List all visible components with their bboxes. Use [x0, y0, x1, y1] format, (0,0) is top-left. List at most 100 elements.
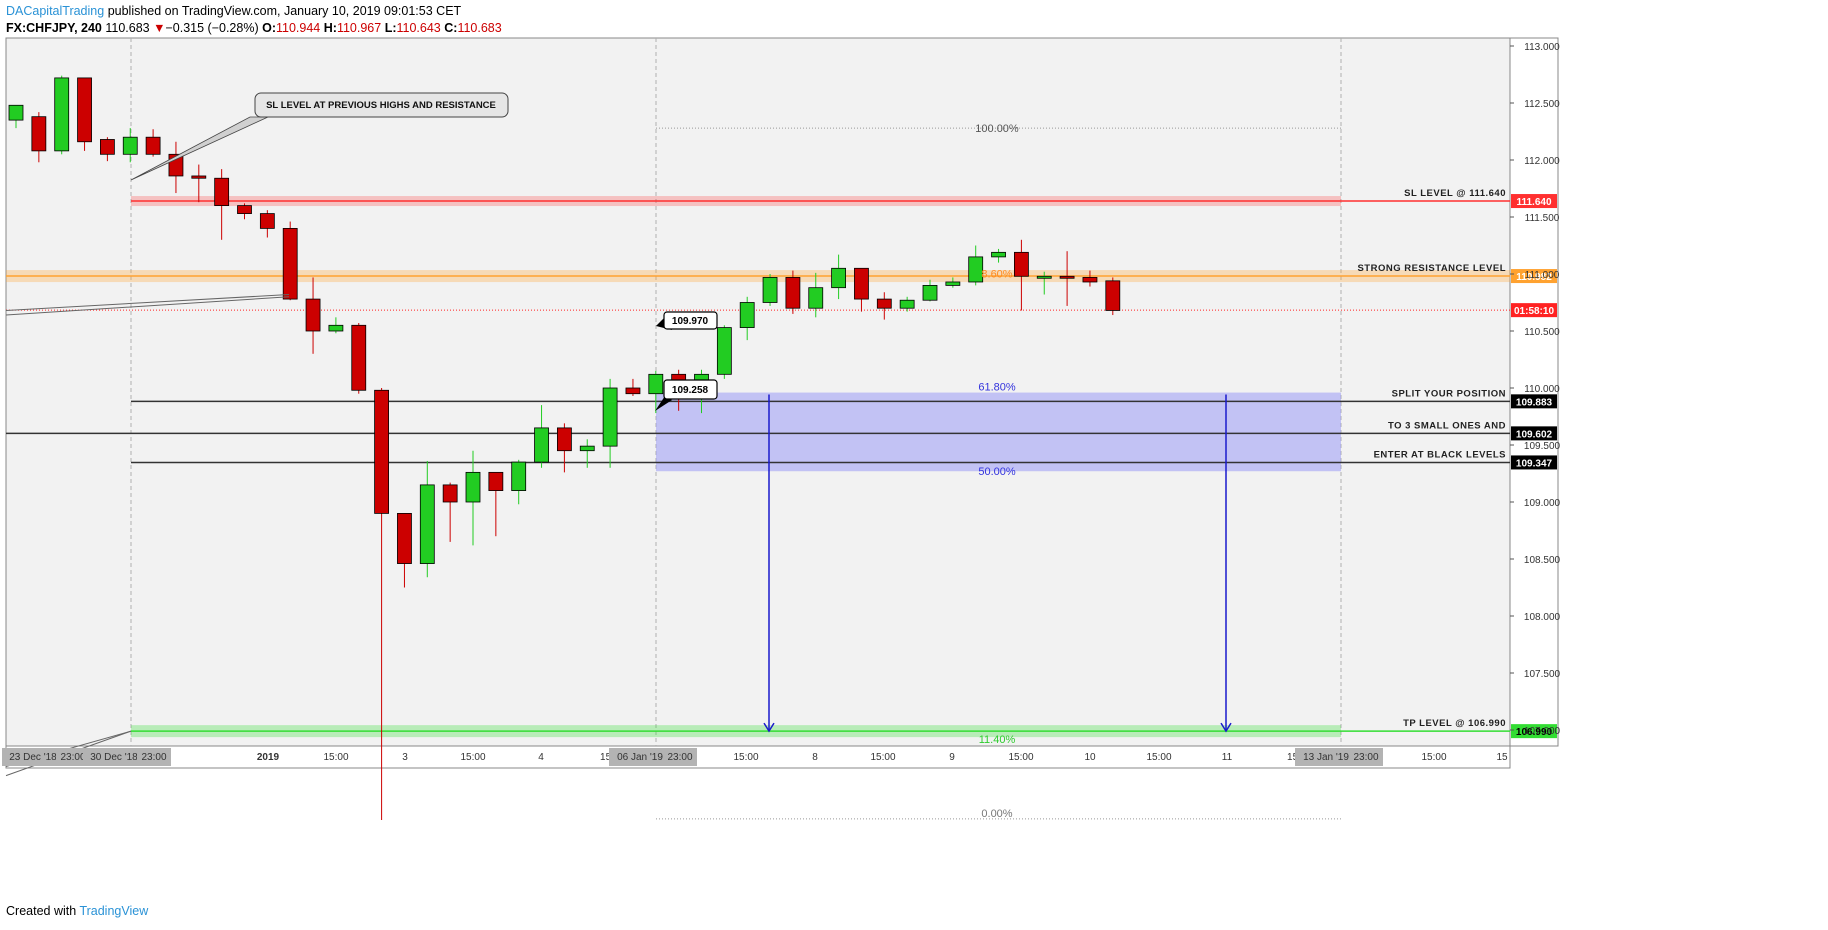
candle[interactable] — [282, 221, 298, 301]
candle[interactable] — [122, 128, 138, 163]
candle[interactable] — [968, 245, 984, 286]
price-axis[interactable] — [1509, 37, 1559, 747]
tradingview-logo-text[interactable]: TradingView — [79, 904, 149, 918]
time-label-box — [56, 748, 90, 766]
change-arrow: ▼ — [153, 21, 166, 35]
candle-body — [488, 471, 504, 491]
candle[interactable] — [488, 471, 504, 537]
candle[interactable] — [419, 460, 435, 578]
candle[interactable] — [31, 112, 47, 163]
high-value: 110.967 — [336, 21, 382, 35]
candle[interactable] — [328, 317, 344, 334]
candle[interactable] — [991, 248, 1006, 263]
candle[interactable] — [191, 164, 207, 203]
level-black[interactable]: TO 3 SMALL ONES AND 109.602 — [6, 420, 1557, 441]
candle-body — [351, 324, 367, 391]
candle[interactable] — [259, 210, 275, 238]
time-label-box — [1295, 748, 1357, 766]
time-label-box — [137, 748, 171, 766]
note-pointer — [655, 396, 672, 411]
candle[interactable] — [945, 277, 961, 288]
x-tick-label: 13 Jan '19 — [1303, 752, 1349, 763]
price-tag — [1511, 269, 1557, 284]
x-tick-label: 15:00 — [1008, 752, 1033, 763]
level-resistance[interactable]: STRONG RESISTANCE LEVEL 110.982 — [6, 263, 1557, 284]
candle[interactable] — [305, 277, 321, 354]
publisher-link[interactable]: DACapitalTrading — [6, 4, 105, 18]
candle[interactable] — [716, 325, 732, 379]
trend-line — [5, 296, 290, 316]
price-tag — [1511, 455, 1557, 470]
candle-body — [237, 205, 252, 214]
candle[interactable] — [625, 378, 641, 396]
x-tick-label: 15:00 — [870, 752, 895, 763]
fib-label: 50.00% — [978, 466, 1016, 478]
candle[interactable] — [922, 279, 938, 302]
candle[interactable] — [100, 137, 115, 162]
candle[interactable] — [1105, 277, 1121, 316]
candle-body — [145, 136, 161, 155]
callout-box — [254, 92, 509, 118]
price-note[interactable]: 109.970 — [656, 311, 718, 330]
candle-body — [831, 267, 846, 289]
y-tick-label: 109.000 — [1524, 498, 1561, 509]
candle[interactable] — [8, 104, 24, 129]
candle[interactable] — [1014, 239, 1029, 311]
candle[interactable] — [237, 203, 252, 220]
candle[interactable] — [579, 439, 595, 468]
x-tick-label: 15:00 — [733, 752, 758, 763]
y-tick-label: 110.500 — [1524, 327, 1560, 338]
candle-body — [8, 104, 24, 121]
candle[interactable] — [442, 482, 458, 542]
plot-area[interactable] — [5, 37, 1511, 747]
candle[interactable] — [351, 323, 367, 394]
candle[interactable] — [762, 274, 778, 306]
candle[interactable] — [854, 267, 869, 312]
candle-body — [625, 387, 641, 395]
candle[interactable] — [1059, 251, 1075, 306]
candle[interactable] — [465, 450, 481, 546]
candle[interactable] — [739, 296, 755, 341]
candle-body — [1059, 275, 1075, 279]
price-note[interactable]: 109.258 — [655, 379, 718, 411]
candle[interactable] — [648, 370, 664, 414]
candle-body — [77, 77, 92, 143]
price-tag — [1511, 194, 1557, 209]
x-tick-label: 10 — [1084, 752, 1096, 763]
candle[interactable] — [145, 129, 161, 157]
candle[interactable] — [534, 405, 549, 468]
created-with-text: Created with — [6, 904, 77, 918]
candle[interactable] — [785, 270, 801, 314]
candle[interactable] — [1082, 270, 1098, 287]
sl-callout[interactable]: SL LEVEL AT PREVIOUS HIGHS AND RESISTANC… — [130, 92, 509, 181]
x-tick-label: 06 Jan '19 — [617, 752, 663, 763]
candle[interactable] — [899, 296, 915, 312]
candle[interactable] — [511, 459, 527, 505]
candle-body — [397, 513, 412, 564]
candle[interactable] — [374, 388, 390, 821]
candle[interactable] — [1036, 271, 1052, 295]
candle[interactable] — [831, 254, 846, 300]
level-black[interactable]: SPLIT YOUR POSITION 109.883 — [131, 388, 1557, 409]
open-label: O: — [262, 21, 276, 35]
fib-label: 100.00% — [975, 123, 1019, 135]
candle[interactable] — [77, 77, 92, 151]
candle-body — [648, 373, 664, 395]
candle[interactable] — [876, 292, 892, 320]
candle[interactable] — [557, 423, 572, 473]
note-text: 109.970 — [672, 316, 709, 327]
symbol-label[interactable]: FX:CHFJPY, 240 — [6, 21, 102, 35]
level-sl[interactable]: SL LEVEL @ 111.640 111.640 — [131, 188, 1557, 209]
level-label: ENTER AT BLACK LEVELS — [1374, 449, 1506, 460]
candle[interactable] — [214, 169, 230, 240]
candle[interactable] — [808, 272, 824, 318]
candle[interactable] — [54, 75, 70, 155]
candle-body — [214, 177, 230, 207]
candle-body — [465, 471, 481, 503]
candle[interactable] — [397, 513, 412, 588]
level-black[interactable]: ENTER AT BLACK LEVELS 109.347 — [131, 449, 1557, 470]
candle[interactable] — [602, 378, 618, 468]
level-tp[interactable]: TP LEVEL @ 106.990 106.990 — [131, 718, 1557, 739]
candle-body — [419, 484, 435, 564]
